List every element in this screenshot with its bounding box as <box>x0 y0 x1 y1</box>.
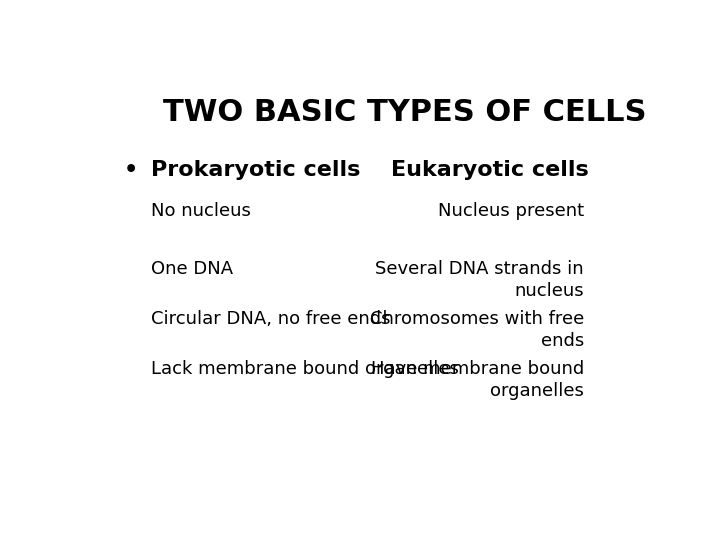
Text: TWO BASIC TYPES OF CELLS: TWO BASIC TYPES OF CELLS <box>163 98 646 127</box>
Text: Eukaryotic cells: Eukaryotic cells <box>392 160 589 180</box>
Text: One DNA: One DNA <box>151 260 233 278</box>
Text: •: • <box>124 160 138 180</box>
Text: Circular DNA, no free ends: Circular DNA, no free ends <box>151 310 391 328</box>
Text: Several DNA strands in
nucleus: Several DNA strands in nucleus <box>375 260 584 300</box>
Text: Nucleus present: Nucleus present <box>438 202 584 220</box>
Text: Chromosomes with free
ends: Chromosomes with free ends <box>369 310 584 350</box>
Text: Have membrane bound
organelles: Have membrane bound organelles <box>371 360 584 400</box>
Text: Prokaryotic cells: Prokaryotic cells <box>151 160 361 180</box>
Text: Lack membrane bound organelles: Lack membrane bound organelles <box>151 360 459 378</box>
Text: No nucleus: No nucleus <box>151 202 251 220</box>
